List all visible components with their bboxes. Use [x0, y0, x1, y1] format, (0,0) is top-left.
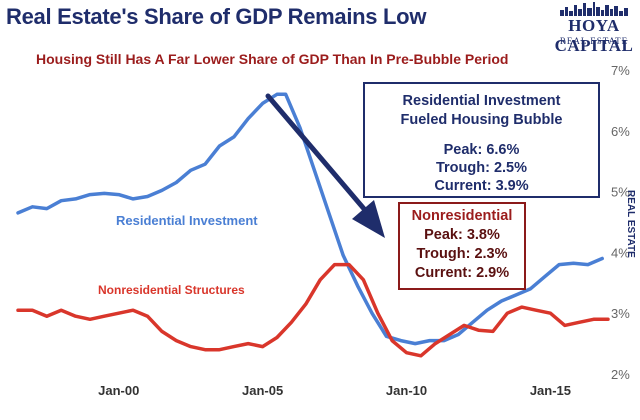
y-tick-label: 6% [611, 124, 630, 139]
residential-current: Current: 3.9% [434, 178, 529, 194]
series-line-residential [16, 92, 604, 346]
nonresidential-callout: Nonresidential Peak: 3.8% Trough: 2.3% C… [398, 202, 526, 290]
y-axis: 2% 3% 4% 5% 6% 7% [611, 63, 630, 382]
series-label-residential: Residential Investment [116, 213, 258, 228]
nonresidential-current: Current: 2.9% [414, 265, 510, 281]
skyline-icon [560, 2, 628, 16]
residential-callout: Residential Investment Fueled Housing Bu… [363, 82, 600, 198]
nonresidential-peak: Peak: 3.8% [424, 227, 500, 243]
nonresidential-callout-heading: Nonresidential [411, 208, 513, 224]
x-axis: Jan-00 Jan-05 Jan-10 Jan-15 [98, 383, 571, 398]
x-tick-label: Jan-05 [242, 383, 283, 398]
residential-trough: Trough: 2.5% [435, 160, 528, 176]
page-subtitle: Housing Still Has A Far Lower Share of G… [36, 51, 509, 67]
residential-callout-heading-line2: Fueled Housing Bubble [400, 112, 563, 128]
y-tick-label: 3% [611, 306, 630, 321]
residential-callout-heading: Residential Investment Fueled Housing Bu… [365, 92, 598, 130]
residential-peak: Peak: 6.6% [443, 142, 520, 158]
page-title: Real Estate's Share of GDP Remains Low [6, 4, 427, 29]
y-tick-label: 7% [611, 63, 630, 78]
y-tick-label: 5% [611, 185, 630, 200]
x-tick-label: Jan-10 [386, 383, 427, 398]
x-tick-label: Jan-15 [530, 383, 571, 398]
x-tick-label: Jan-00 [98, 383, 139, 398]
series-line-nonresidential [16, 262, 610, 358]
nonresidential-trough: Trough: 2.3% [416, 246, 508, 262]
side-watermark-text: REAL ESTATE [625, 190, 636, 258]
logo-wordmark: HOYA CAPITAL [554, 16, 634, 55]
y-tick-label: 2% [611, 367, 630, 382]
series-label-nonresidential: Nonresidential Structures [98, 283, 245, 297]
series-layer [16, 92, 610, 358]
y-tick-label: 4% [611, 245, 630, 260]
logo-subtext: REAL ESTATE [559, 36, 629, 46]
side-watermark: REAL ESTATE [624, 190, 638, 270]
residential-callout-heading-line1: Residential Investment [402, 93, 561, 109]
brand-logo: HOYA CAPITAL REAL ESTATE [552, 2, 636, 55]
trend-arrow [265, 93, 385, 238]
